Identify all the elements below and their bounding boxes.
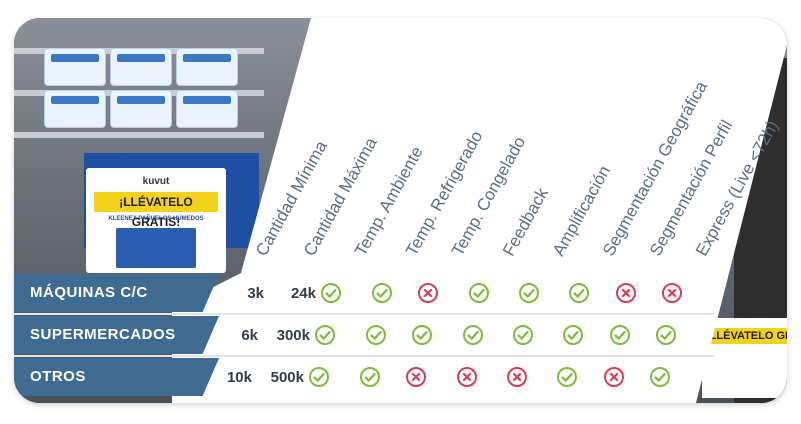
shelf-divider xyxy=(14,132,264,138)
check-icon xyxy=(321,283,341,303)
promo-band: ¡LLÉVATELO GRATIS! xyxy=(94,192,218,229)
check-icon xyxy=(372,283,392,303)
check-icon xyxy=(569,283,589,303)
row-divider xyxy=(14,313,714,315)
promo-subtitle: KLEENEX PAÑUELOS HÚMEDOS xyxy=(108,216,204,222)
wipes-pack xyxy=(110,90,172,128)
min-quantity: 6k xyxy=(241,327,258,344)
wipes-pack xyxy=(176,48,238,86)
row-label: SUPERMERCADOS xyxy=(14,316,219,354)
check-icon xyxy=(366,325,386,345)
wipes-pack xyxy=(110,48,172,86)
min-quantity: 3k xyxy=(247,285,264,302)
right-promo-sign: ¡LLÉVATELO GRATIS xyxy=(702,318,787,398)
column-header: Feedback xyxy=(499,184,552,260)
cross-icon xyxy=(604,367,624,387)
check-icon xyxy=(650,367,670,387)
column-headers: Cantidad Mínima Cantidad Máxima Temp. Ambi… xyxy=(14,18,787,273)
row-label: MÁQUINAS C/C xyxy=(14,274,219,312)
max-quantity: 300k xyxy=(276,327,310,344)
check-icon xyxy=(519,283,539,303)
comparison-card: kuvut ¡LLÉVATELO GRATIS! KLEENEX PAÑUELO… xyxy=(14,18,787,403)
cross-icon xyxy=(406,367,426,387)
cross-icon xyxy=(457,367,477,387)
cross-icon xyxy=(507,367,527,387)
max-quantity: 500k xyxy=(270,369,304,386)
check-icon xyxy=(610,325,630,345)
column-header: Express (Live <72h) xyxy=(692,117,783,260)
check-icon xyxy=(360,367,380,387)
wipes-pack xyxy=(176,90,238,128)
kleenex-product-image xyxy=(116,228,196,268)
check-icon xyxy=(309,367,329,387)
max-quantity: 24k xyxy=(290,285,316,302)
check-icon xyxy=(463,325,483,345)
check-icon xyxy=(656,325,676,345)
cross-icon xyxy=(418,283,438,303)
check-icon xyxy=(563,325,583,345)
check-icon xyxy=(315,325,335,345)
check-icon xyxy=(557,367,577,387)
cross-icon xyxy=(616,283,636,303)
check-icon xyxy=(469,283,489,303)
check-icon xyxy=(412,325,432,345)
row-divider xyxy=(14,355,714,357)
min-quantity: 10k xyxy=(226,369,252,386)
wipes-pack xyxy=(44,48,106,86)
right-promo-band: ¡LLÉVATELO GRATIS xyxy=(706,328,787,344)
cross-icon xyxy=(662,283,682,303)
promo-brand: kuvut xyxy=(142,176,170,187)
wipes-pack xyxy=(44,90,106,128)
row-label: OTROS xyxy=(14,358,219,396)
check-icon xyxy=(513,325,533,345)
promo-sign: kuvut ¡LLÉVATELO GRATIS! KLEENEX PAÑUELO… xyxy=(86,168,226,273)
